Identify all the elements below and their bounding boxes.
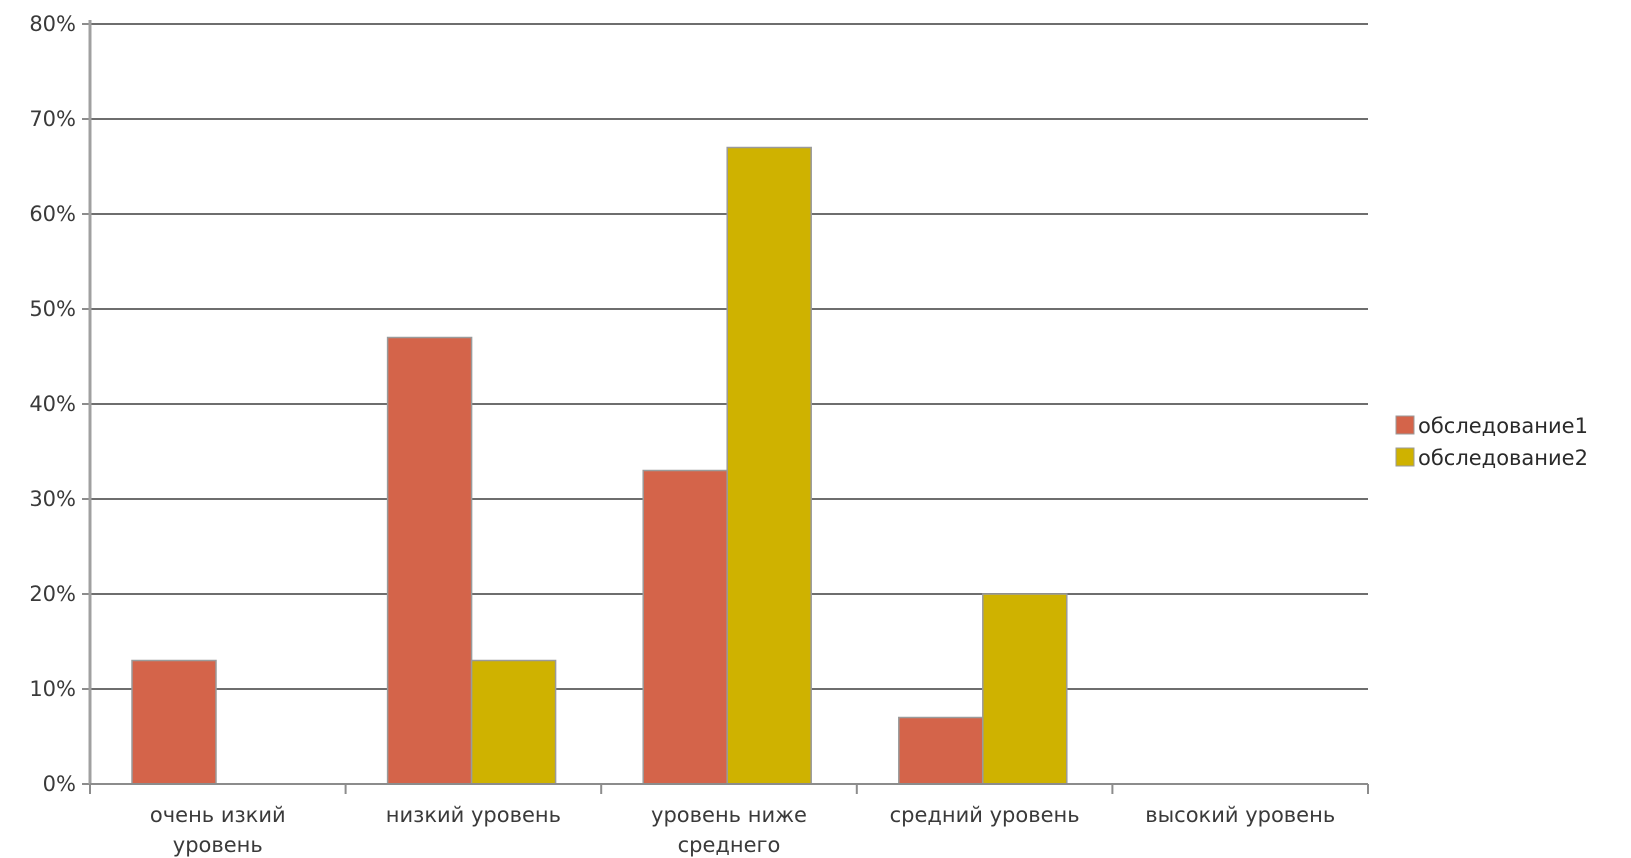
- x-category-label: средний уровень: [890, 803, 1080, 827]
- x-category-label: низкий уровень: [386, 803, 561, 827]
- y-axis-ticks: 0% 10% 20% 30% 40% 50% 60% 70% 80%: [29, 12, 90, 796]
- x-category-label: очень изкий уровень: [150, 803, 286, 857]
- legend-swatch: [1395, 447, 1415, 467]
- bar-обследование1-2: [642, 469, 728, 785]
- x-category-label: уровень ниже среднего: [651, 803, 807, 857]
- y-tick-label: 0%: [43, 772, 76, 796]
- legend-swatch: [1395, 415, 1415, 435]
- legend: обследование1 обследование2: [1395, 414, 1588, 470]
- x-category-label: высокий уровень: [1145, 803, 1335, 827]
- y-tick-label: 50%: [29, 297, 76, 321]
- y-tick-label: 80%: [29, 12, 76, 36]
- bar-обследование1-3: [898, 716, 984, 785]
- bar-обследование1-1: [386, 336, 473, 785]
- y-tick-label: 70%: [29, 107, 76, 131]
- x-axis-labels: очень изкий уровень низкий уровень уровень …: [150, 803, 1335, 857]
- y-tick-label: 60%: [29, 202, 76, 226]
- legend-label: обследование2: [1418, 446, 1588, 470]
- axes: [88, 20, 1369, 794]
- bar-обследование2-2: [726, 146, 812, 785]
- legend-label: обследование1: [1418, 414, 1588, 438]
- bars: [131, 146, 1068, 785]
- bar-обследование2-3: [982, 593, 1068, 785]
- bar-обследование1-0: [131, 659, 217, 785]
- y-tick-label: 30%: [29, 487, 76, 511]
- y-tick-label: 10%: [29, 677, 76, 701]
- y-tick-label: 40%: [29, 392, 76, 416]
- bar-обследование2-1: [470, 659, 557, 785]
- y-tick-label: 20%: [29, 582, 76, 606]
